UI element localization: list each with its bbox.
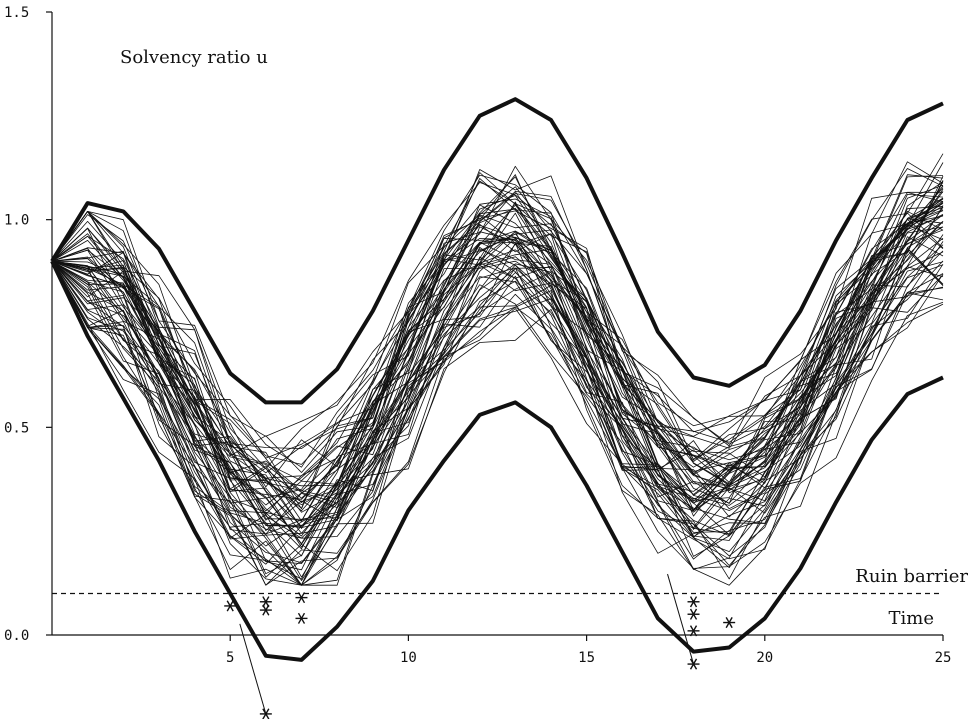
ruin-marker xyxy=(687,596,700,608)
sample-path xyxy=(51,221,944,557)
sample-path xyxy=(51,261,944,586)
ruin-marker xyxy=(259,708,272,719)
sample-path xyxy=(51,169,944,465)
sample-path xyxy=(51,202,944,545)
envelope-line xyxy=(50,260,944,662)
x-tick-label: 15 xyxy=(578,650,595,666)
ruin-marker xyxy=(687,608,700,620)
simulated-paths xyxy=(51,153,944,586)
ruin-leader-line xyxy=(667,573,695,665)
sample-path xyxy=(51,218,944,548)
sample-path xyxy=(51,224,944,526)
sample-path xyxy=(51,206,944,503)
x-axis-label: Time xyxy=(889,608,934,629)
sample-path xyxy=(51,261,944,578)
ruin-markers xyxy=(224,573,736,719)
sample-path xyxy=(51,201,944,506)
y-tick-label: 0.5 xyxy=(4,420,29,436)
ruin-marker xyxy=(295,612,308,624)
sample-path xyxy=(51,261,944,586)
sample-path xyxy=(51,246,944,564)
y-tick-label: 1.5 xyxy=(4,5,29,21)
sample-path xyxy=(51,174,944,469)
ruin-barrier-label: Ruin barrier xyxy=(855,566,968,587)
sample-path xyxy=(51,260,944,586)
y-tick-label: 1.0 xyxy=(4,213,29,229)
sample-path xyxy=(51,210,944,535)
ruin-marker xyxy=(687,658,700,670)
ruin-marker xyxy=(259,596,272,608)
sample-path xyxy=(51,162,944,509)
ruin-marker xyxy=(295,592,308,604)
sample-path xyxy=(51,184,944,506)
sample-path xyxy=(51,218,944,544)
sample-path xyxy=(51,153,944,450)
x-tick-label: 5 xyxy=(226,650,234,666)
sample-path xyxy=(51,176,944,486)
x-tick-label: 10 xyxy=(400,650,417,666)
ruin-leader-line xyxy=(239,623,267,715)
ruin-marker xyxy=(687,625,700,637)
envelope-line xyxy=(50,97,944,405)
axis-ticks: 5 10 15 20 25 0.0 0.5 1.0 1.5 xyxy=(4,5,951,666)
sample-path xyxy=(51,224,944,512)
y-axis-label: Solvency ratio u xyxy=(120,47,268,68)
y-tick-label: 0.0 xyxy=(4,628,29,644)
sample-path xyxy=(51,260,944,586)
sample-path xyxy=(51,191,944,529)
sample-path xyxy=(51,174,944,473)
sample-path xyxy=(51,247,944,564)
sample-path xyxy=(51,205,944,547)
sample-path xyxy=(51,247,944,565)
x-tick-label: 25 xyxy=(935,650,952,666)
sample-path xyxy=(51,229,944,531)
x-tick-label: 20 xyxy=(756,650,773,666)
sample-path xyxy=(51,204,944,513)
ruin-marker xyxy=(723,616,736,629)
ruin-marker xyxy=(259,604,272,616)
envelope-lines xyxy=(50,97,944,662)
sample-path xyxy=(51,261,944,575)
sample-path xyxy=(51,236,944,550)
sample-path xyxy=(51,261,944,586)
sample-path xyxy=(51,241,944,557)
sample-path xyxy=(51,209,944,529)
ruin-marker xyxy=(224,600,237,612)
